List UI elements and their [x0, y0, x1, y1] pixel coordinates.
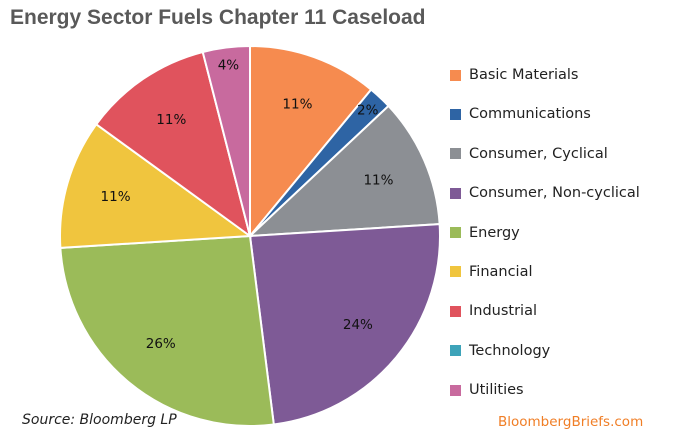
brand-link[interactable]: BloombergBriefs.com — [498, 414, 644, 430]
pie-slice-financial — [59, 122, 253, 249]
pie-slice-energy — [59, 234, 275, 427]
legend-label: Consumer, Non-cyclical — [469, 185, 640, 202]
slice-label-financial: 11% — [101, 189, 131, 205]
pie-slice-basic-materials — [249, 44, 373, 239]
chart-title: Energy Sector Fuels Chapter 11 Caseload — [10, 6, 426, 29]
legend-label: Basic Materials — [469, 67, 579, 83]
legend-item-utilities: Utilities — [450, 380, 640, 400]
legend-item-basic-materials: Basic Materials — [450, 65, 640, 85]
legend-item-financial: Financial — [450, 262, 640, 282]
legend-item-consumer-cyclical: Consumer, Cyclical — [450, 144, 640, 164]
legend-label: Utilities — [469, 382, 524, 399]
legend-label: Financial — [469, 263, 533, 280]
legend-label: Industrial — [469, 303, 538, 320]
source-note: Source: Bloomberg LP — [22, 412, 177, 428]
legend-swatch — [450, 187, 461, 199]
legend-item-technology: Technology — [450, 341, 640, 361]
slice-label-consumer-cyclical: 11% — [363, 172, 393, 188]
slice-label-utilities: 4% — [218, 57, 240, 73]
legend-item-communications: Communications — [450, 104, 640, 124]
legend-item-energy: Energy — [450, 223, 640, 243]
legend-label: Consumer, Cyclical — [469, 145, 608, 162]
legend-label: Communications — [469, 106, 591, 123]
legend-swatch — [450, 345, 461, 357]
legend-swatch — [450, 266, 461, 278]
pie-slice-consumer-cyclical — [247, 104, 441, 238]
slice-label-communications: 2% — [357, 103, 379, 119]
legend-swatch — [450, 305, 461, 317]
legend-swatch — [450, 227, 461, 239]
legend-label: Energy — [469, 224, 520, 241]
legend-swatch — [450, 384, 461, 396]
slice-label-basic-materials: 11% — [282, 96, 312, 112]
pie-slice-consumer-non-cyclical — [248, 223, 441, 426]
legend-label: Technology — [469, 342, 551, 359]
pie-slice-utilities — [201, 44, 251, 237]
legend: Basic Materials Communications Consumer, C… — [450, 65, 640, 420]
pie-slice-industrial — [94, 50, 252, 239]
legend-item-industrial: Industrial — [450, 301, 640, 321]
legend-swatch — [450, 69, 461, 81]
slice-label-consumer-non-cyclical: 24% — [343, 317, 373, 333]
slice-label-energy: 26% — [146, 336, 176, 352]
legend-swatch — [450, 108, 461, 120]
slice-label-industrial: 11% — [156, 112, 186, 128]
legend-item-consumer-non-cyclical: Consumer, Non-cyclical — [450, 183, 640, 203]
legend-swatch — [450, 148, 461, 160]
